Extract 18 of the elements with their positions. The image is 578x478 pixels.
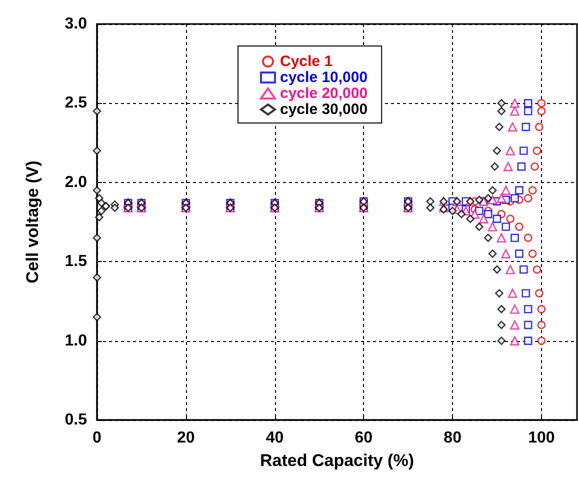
x-tick-label: 20 (176, 430, 195, 446)
y-tick-label: 1.5 (64, 253, 88, 270)
x-tick-label: 40 (266, 430, 284, 446)
y-tick-label: 0.5 (64, 412, 88, 428)
x-tick-label: 0 (92, 430, 102, 446)
legend-label: cycle 30,000 (280, 101, 368, 118)
y-tick-label: 1.0 (64, 332, 88, 350)
y-tick-label: 2.0 (64, 174, 88, 191)
y-axis-title: Cell voltage (V) (23, 160, 42, 284)
y-tick-label: 2.5 (64, 94, 88, 112)
x-axis-title: Rated Capacity (%) (260, 451, 414, 470)
legend-label: cycle 10,000 (280, 69, 368, 86)
legend-label: cycle 20,000 (280, 85, 368, 102)
x-tick-label: 60 (354, 430, 373, 446)
legend-label: Cycle 1 (280, 53, 333, 70)
x-tick-label: 80 (444, 430, 462, 446)
y-tick-label: 3.0 (64, 16, 88, 32)
x-tick-label: 100 (528, 430, 555, 446)
